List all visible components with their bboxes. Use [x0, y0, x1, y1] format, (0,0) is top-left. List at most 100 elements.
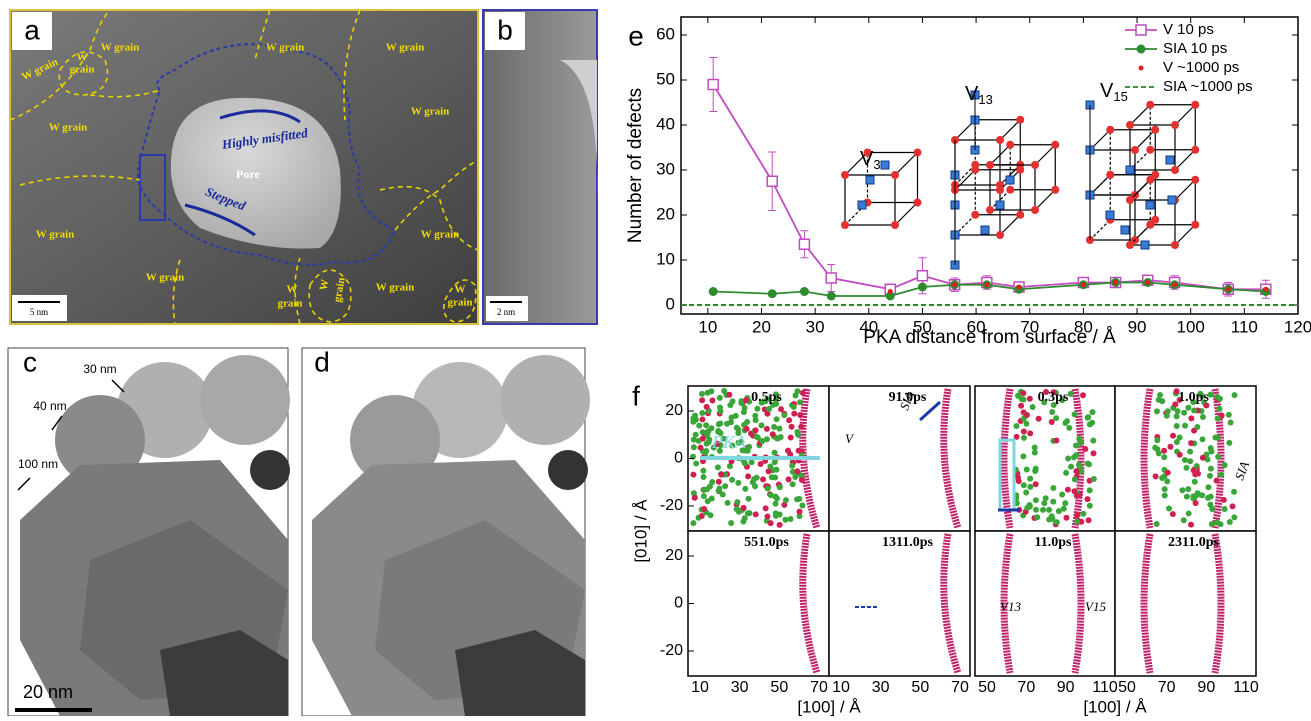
- atom: [1226, 412, 1232, 418]
- atom: [776, 426, 782, 432]
- lattice-edge: [1090, 220, 1110, 240]
- y-tick-label: 50: [656, 69, 675, 88]
- marker: [984, 282, 989, 287]
- x-tick-label: 70: [951, 679, 969, 696]
- atom: [1171, 166, 1179, 174]
- atom: [715, 464, 721, 470]
- atom: [1085, 414, 1091, 420]
- vacancy-site: [1006, 176, 1014, 184]
- atom: [785, 448, 791, 454]
- atom: [696, 423, 702, 429]
- atom: [709, 398, 715, 404]
- annotation: PKA: [711, 432, 747, 452]
- atom: [771, 424, 777, 430]
- pore-label: Pore: [236, 167, 260, 181]
- atom: [1053, 438, 1059, 444]
- atom: [1046, 507, 1052, 513]
- atom: [727, 402, 733, 408]
- atom: [1006, 141, 1014, 149]
- atom: [753, 427, 759, 433]
- atom: [1064, 418, 1070, 424]
- atom: [1226, 440, 1232, 446]
- atom: [1087, 503, 1093, 509]
- atom: [1072, 411, 1078, 417]
- atom: [1049, 409, 1055, 415]
- x-tick-label: 20: [752, 317, 771, 336]
- atom: [1068, 464, 1074, 470]
- lattice-edge: [1175, 225, 1195, 245]
- time-label: 0.3ps: [1038, 390, 1069, 405]
- atom: [1090, 438, 1096, 444]
- atom: [746, 510, 752, 516]
- atom: [797, 399, 803, 405]
- inset-label-sub: 13: [978, 92, 992, 107]
- atom: [1194, 424, 1200, 430]
- atom: [794, 468, 800, 474]
- lattice-edge: [895, 203, 918, 226]
- lattice-edge: [895, 153, 918, 176]
- size-label: 100 nm: [18, 457, 58, 471]
- atom: [1182, 423, 1188, 429]
- atom: [1021, 482, 1027, 488]
- inset-label-sub: 3: [873, 157, 880, 172]
- atom: [1165, 470, 1171, 476]
- x-tick-label: 110: [1233, 679, 1259, 696]
- time-label: 0.5ps: [751, 390, 782, 405]
- atom: [1170, 511, 1176, 517]
- atom: [1191, 467, 1197, 473]
- atom: [1192, 479, 1198, 485]
- atom: [1153, 473, 1159, 479]
- atom: [1161, 448, 1167, 454]
- atom: [729, 414, 735, 420]
- atom: [765, 486, 771, 492]
- atom: [1027, 430, 1033, 436]
- atom: [1020, 453, 1026, 459]
- grain-label: W grain: [101, 42, 140, 54]
- y-tick-label: 0: [674, 595, 683, 612]
- atom: [705, 498, 711, 504]
- atom: [1218, 472, 1224, 478]
- atom: [1214, 394, 1220, 400]
- atom: [1171, 241, 1179, 249]
- atom: [1076, 436, 1082, 442]
- marker: [768, 289, 777, 298]
- grain-label: W grain: [266, 42, 305, 54]
- y-tick-label: 20: [665, 547, 683, 564]
- inset-label-base: V: [1100, 80, 1114, 102]
- legend-label: SIA 10 ps: [1163, 40, 1227, 57]
- atom: [790, 481, 796, 487]
- atom: [794, 429, 800, 435]
- atom: [1214, 519, 1220, 525]
- atom: [1106, 171, 1114, 179]
- atom: [1184, 494, 1190, 500]
- marker: [799, 239, 809, 249]
- atom: [774, 495, 780, 501]
- x-axis-label: [100] / Å: [1083, 697, 1147, 716]
- atom: [1031, 161, 1039, 169]
- x-tick-label: 90: [1197, 679, 1215, 696]
- atom: [996, 186, 1004, 194]
- snapshot: 1311.0ps: [829, 531, 970, 676]
- atom: [728, 520, 734, 526]
- atom: [773, 510, 779, 516]
- atom: [1187, 458, 1193, 464]
- atom: [691, 444, 697, 450]
- atom: [1156, 450, 1162, 456]
- vacancy-site: [1166, 156, 1174, 164]
- atom: [1177, 452, 1183, 458]
- marker: [1113, 280, 1118, 285]
- annotation: V13: [1000, 599, 1021, 614]
- atom: [734, 499, 740, 505]
- atom: [754, 475, 760, 481]
- atom: [1191, 101, 1199, 109]
- chart-e: 0102030405060102030405060708090100110120…: [625, 17, 1311, 348]
- marker: [1081, 282, 1086, 287]
- x-tick-label: 120: [1284, 317, 1311, 336]
- atom: [768, 492, 774, 498]
- atom: [788, 516, 794, 522]
- atom: [1193, 500, 1199, 506]
- grain-label: W grain: [376, 282, 415, 294]
- lattice-edge: [1000, 215, 1020, 235]
- atom: [1126, 121, 1134, 129]
- x-tick-label: 10: [691, 679, 709, 696]
